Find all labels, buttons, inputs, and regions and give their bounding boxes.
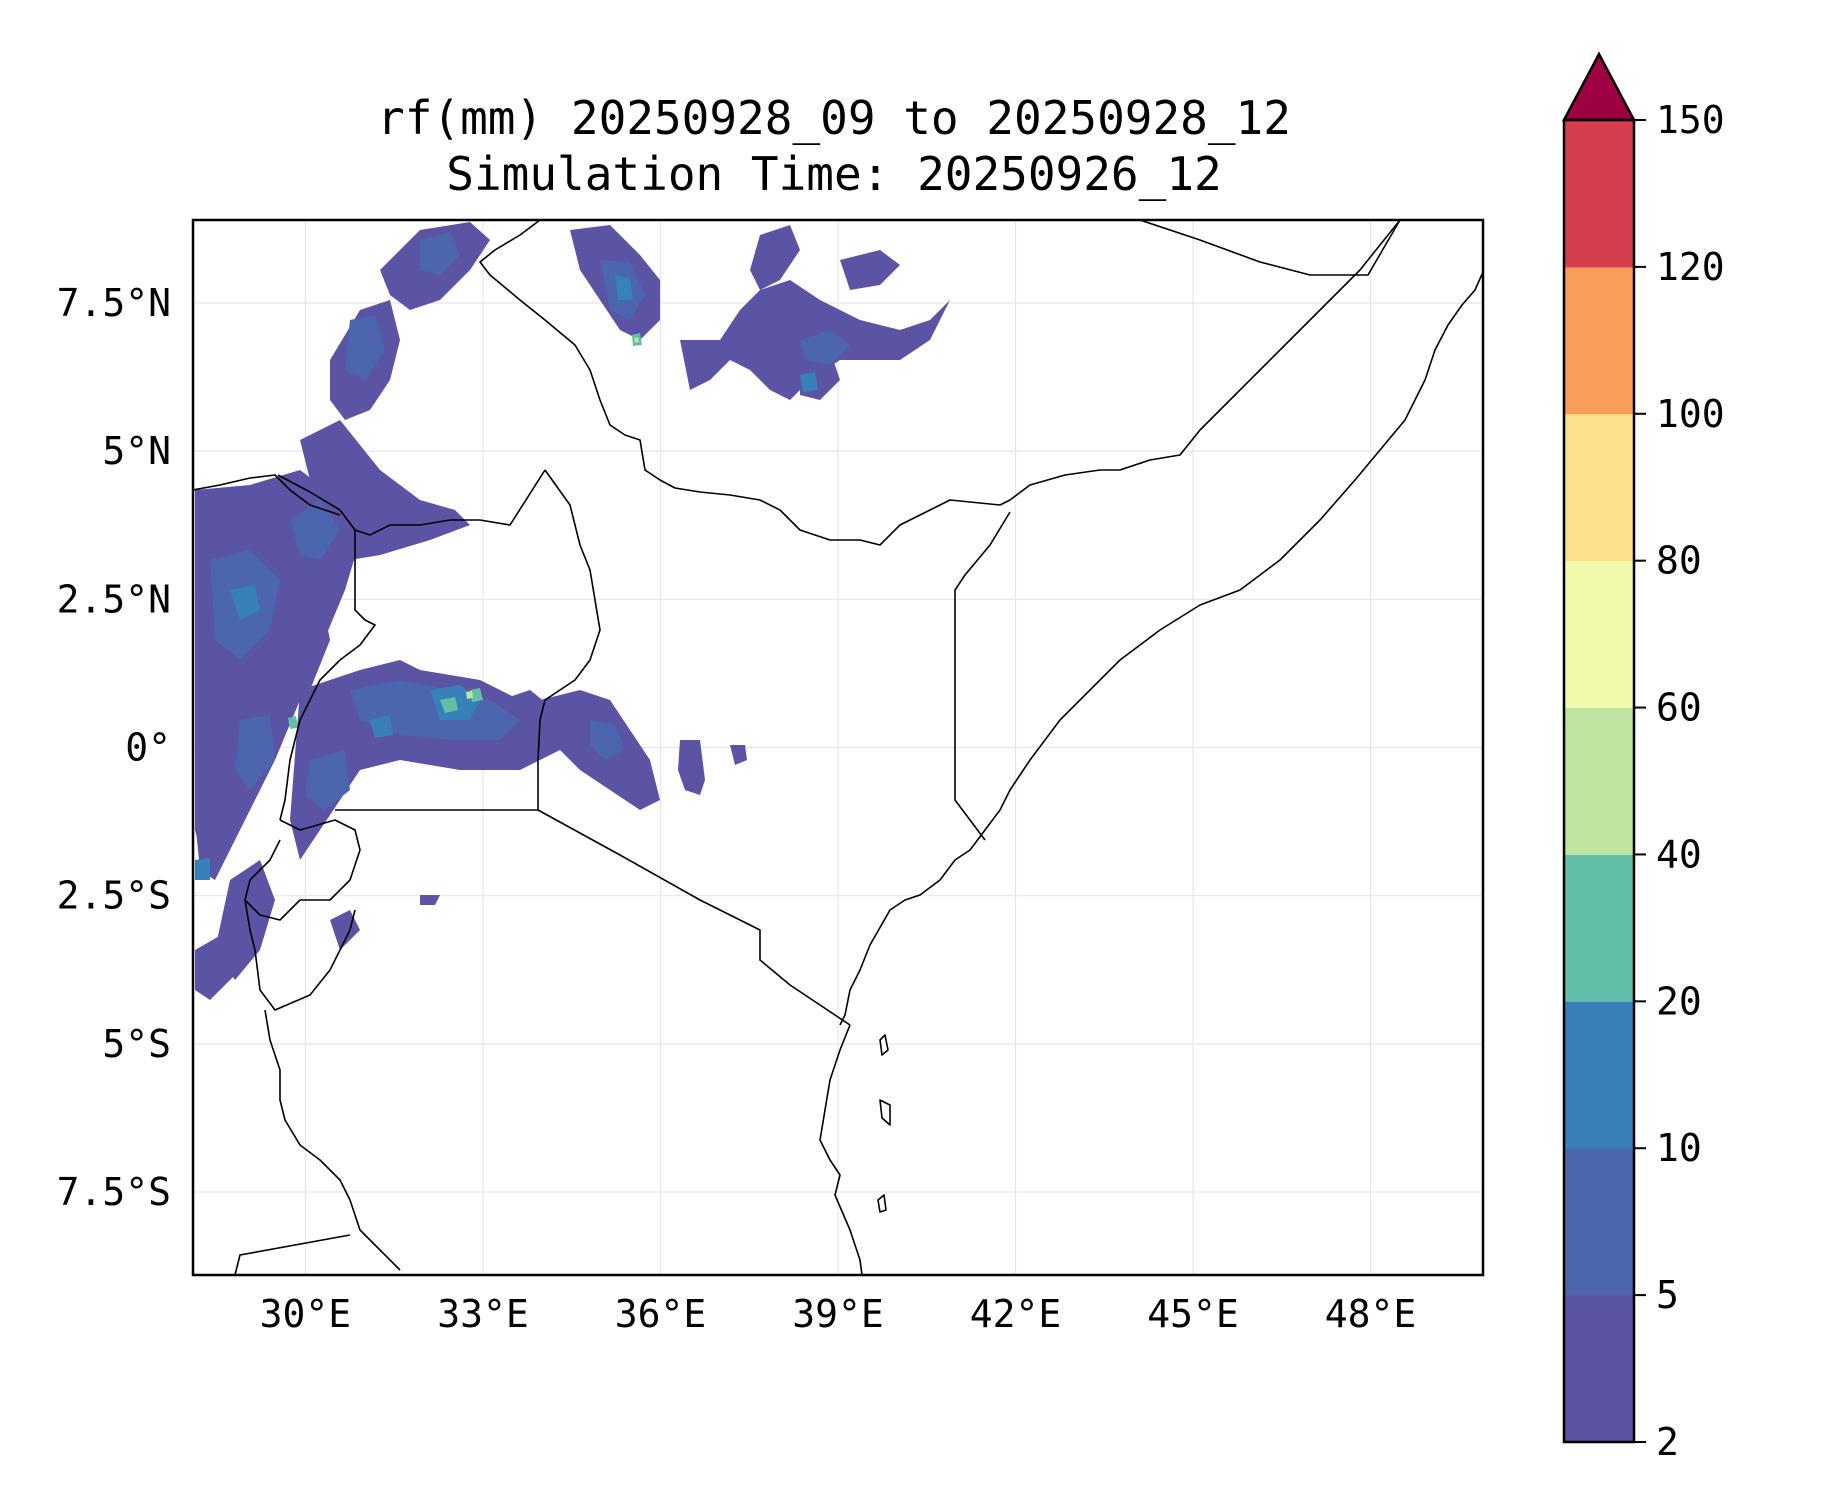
rainfall-40-60mm-areas: [466, 337, 639, 699]
x-tick-label: 33°E: [437, 1292, 529, 1336]
chart-subtitle: Simulation Time: 20250926_12: [446, 147, 1221, 201]
colorbar-extend-arrow: [1561, 51, 1637, 122]
colorbar-segment: [1564, 707, 1634, 855]
map-frame: [191, 218, 1485, 1277]
x-tick-label: 48°E: [1325, 1292, 1417, 1336]
x-tick-label: 42°E: [970, 1292, 1062, 1336]
colorbar: 2 5 10 20 40 60 80 100 120 150: [1561, 51, 1725, 1464]
x-tick-label: 39°E: [792, 1292, 884, 1336]
y-tick-label: 0°: [125, 726, 171, 770]
x-tick-label: 45°E: [1147, 1292, 1239, 1336]
y-tick-label: 5°S: [102, 1022, 171, 1066]
colorbar-segment: [1564, 1295, 1634, 1443]
colorbar-tick-label: 60: [1656, 686, 1702, 730]
colorbar-segment: [1564, 120, 1634, 268]
colorbar-frame: [1562, 118, 1636, 1444]
y-tick-label: 7.5°N: [57, 281, 171, 325]
colorbar-tick-label: 100: [1656, 392, 1725, 436]
country-borders: [193, 220, 1483, 1275]
x-tick-label: 36°E: [615, 1292, 707, 1336]
y-tick-label: 7.5°S: [57, 1170, 171, 1214]
colorbar-segment: [1564, 1001, 1634, 1149]
rainfall-5-10mm-areas: [210, 232, 850, 810]
y-tick-label: 2.5°S: [57, 874, 171, 918]
colorbar-tick-label: 10: [1656, 1126, 1702, 1170]
colorbar-tick-label: 20: [1656, 979, 1702, 1023]
y-tick-label: 2.5°N: [57, 577, 171, 621]
chart-title: rf(mm) 20250928_09 to 20250928_12: [377, 91, 1291, 145]
y-tick-label: 5°N: [102, 429, 171, 473]
map-panel: 30°E 33°E 36°E 39°E 42°E 45°E 48°E 7.5°N 5°N 2.5…: [57, 218, 1485, 1336]
rainfall-20-40mm-areas: [288, 333, 642, 729]
x-axis-ticks: 30°E 33°E 36°E 39°E 42°E 45°E 48°E: [260, 1292, 1417, 1336]
y-axis-ticks: 7.5°N 5°N 2.5°N 0° 2.5°S 5°S 7.5°S: [57, 281, 171, 1214]
colorbar-tick-label: 2: [1656, 1420, 1679, 1464]
colorbar-segment: [1564, 560, 1634, 709]
colorbar-tick-label: 80: [1656, 539, 1702, 583]
colorbar-tick-label: 120: [1656, 245, 1725, 289]
colorbar-tick-label: 5: [1656, 1273, 1679, 1317]
colorbar-tick-label: 150: [1656, 98, 1725, 142]
colorbar-segment: [1564, 854, 1634, 1002]
x-tick-label: 30°E: [260, 1292, 352, 1336]
colorbar-segment: [1564, 1148, 1634, 1296]
colorbar-segment: [1564, 413, 1634, 562]
colorbar-segment: [1564, 266, 1634, 415]
colorbar-tick-label: 40: [1656, 832, 1702, 876]
